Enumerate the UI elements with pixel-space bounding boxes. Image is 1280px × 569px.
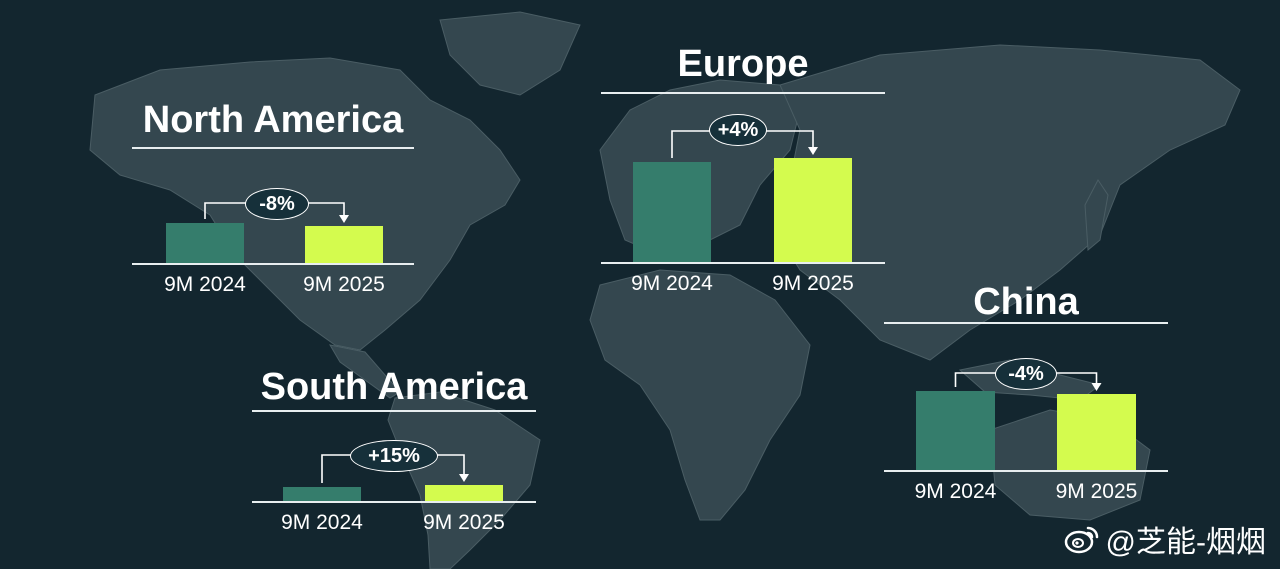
change-connector-arrow bbox=[204, 202, 349, 223]
weibo-icon bbox=[1064, 526, 1098, 554]
bar-9m-2024 bbox=[916, 391, 995, 470]
title-underline bbox=[601, 92, 885, 94]
watermark: @芝能-烟烟 bbox=[1064, 517, 1266, 561]
bar-9m-2024 bbox=[633, 162, 711, 262]
category-label: 9M 2025 bbox=[423, 511, 505, 534]
china-chart: China 9M 2024 9M 2025 -4% bbox=[884, 276, 1168, 506]
greenland-landmass bbox=[439, 11, 581, 96]
category-label: 9M 2025 bbox=[1055, 480, 1138, 503]
bar-9m-2025 bbox=[774, 158, 852, 262]
x-axis-baseline bbox=[884, 470, 1168, 472]
bar-9m-2024 bbox=[166, 223, 244, 263]
x-axis-baseline bbox=[252, 501, 536, 503]
x-axis-baseline bbox=[601, 262, 885, 264]
change-percentage-badge: +15% bbox=[350, 440, 438, 472]
change-connector-arrow bbox=[321, 454, 469, 483]
title-underline bbox=[252, 410, 536, 412]
south-america-chart: South America 9M 2024 9M 2025 +15% bbox=[252, 362, 536, 542]
category-label: 9M 2024 bbox=[164, 273, 246, 296]
title-underline bbox=[132, 147, 414, 149]
title-underline bbox=[884, 322, 1168, 324]
chart-title: South America bbox=[260, 366, 528, 408]
change-connector-arrow bbox=[671, 130, 818, 158]
chart-title: North America bbox=[142, 99, 404, 141]
bar-9m-2025 bbox=[425, 485, 503, 501]
central-america-landmass bbox=[329, 344, 401, 399]
bar-9m-2024 bbox=[283, 487, 361, 501]
bar-9m-2025 bbox=[305, 226, 383, 263]
chart-title: China bbox=[973, 281, 1079, 323]
category-label: 9M 2025 bbox=[303, 273, 385, 296]
japan-landmass bbox=[1084, 179, 1109, 252]
north-america-chart: North America 9M 2024 9M 2025 -8% bbox=[132, 95, 414, 300]
watermark-text: @芝能-烟烟 bbox=[1105, 526, 1266, 559]
category-label: 9M 2024 bbox=[914, 480, 997, 503]
bar-9m-2025 bbox=[1057, 394, 1136, 470]
x-axis-baseline bbox=[132, 263, 414, 265]
change-percentage-badge: +4% bbox=[709, 114, 767, 146]
chart-title: Europe bbox=[677, 43, 809, 85]
category-label: 9M 2024 bbox=[281, 511, 363, 534]
category-label: 9M 2024 bbox=[631, 272, 713, 295]
change-percentage-badge: -8% bbox=[245, 188, 309, 220]
africa-landmass bbox=[589, 269, 811, 521]
change-percentage-badge: -4% bbox=[995, 358, 1057, 390]
europe-chart: Europe 9M 2024 9M 2025 +4% bbox=[601, 40, 885, 300]
category-label: 9M 2025 bbox=[772, 272, 854, 295]
